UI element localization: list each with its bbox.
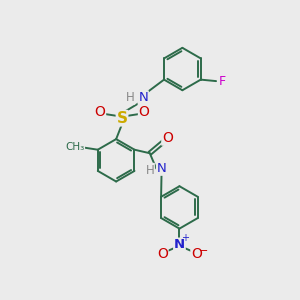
Text: N: N xyxy=(138,91,148,104)
Text: CH₃: CH₃ xyxy=(65,142,84,152)
Text: O: O xyxy=(162,131,173,145)
Text: S: S xyxy=(116,111,128,126)
Text: −: − xyxy=(199,246,208,256)
Text: O: O xyxy=(157,247,168,261)
Text: N: N xyxy=(157,162,166,175)
Text: H: H xyxy=(146,164,154,176)
Text: N: N xyxy=(174,238,185,251)
Text: O: O xyxy=(94,105,105,119)
Text: +: + xyxy=(181,233,189,243)
Text: F: F xyxy=(218,75,226,88)
Text: O: O xyxy=(139,105,149,119)
Text: O: O xyxy=(191,247,202,261)
Text: H: H xyxy=(126,91,135,104)
